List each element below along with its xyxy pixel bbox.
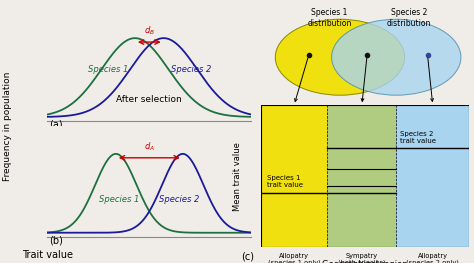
Text: Trait value: Trait value [22, 250, 73, 260]
Text: Allopatry
(species 1 only): Allopatry (species 1 only) [268, 253, 320, 263]
Text: Species 1
trait value: Species 1 trait value [267, 175, 303, 188]
Text: Species 1
distribution: Species 1 distribution [307, 8, 352, 28]
Text: $d_A$: $d_A$ [144, 140, 155, 153]
Bar [396, 105, 469, 247]
Text: Species 2
trait value: Species 2 trait value [401, 130, 437, 144]
Text: Species 1: Species 1 [88, 65, 128, 74]
Text: (b): (b) [49, 235, 63, 245]
Text: Allopatry
(species 2 only): Allopatry (species 2 only) [406, 253, 459, 263]
Text: Species 2: Species 2 [159, 195, 200, 204]
Text: (a): (a) [49, 119, 63, 129]
Text: Species 1: Species 1 [99, 195, 139, 204]
Text: (c): (c) [241, 251, 255, 261]
Text: Species 2: Species 2 [171, 65, 211, 74]
Bar [261, 105, 328, 247]
Text: Geographical region: Geographical region [322, 260, 408, 263]
Ellipse shape [275, 19, 405, 95]
Text: Frequency in population: Frequency in population [3, 72, 11, 181]
Text: $d_B$: $d_B$ [144, 25, 155, 37]
Text: Sympatry
(both species): Sympatry (both species) [338, 253, 386, 263]
Text: Species 2
distribution: Species 2 distribution [387, 8, 431, 28]
Text: After selection: After selection [117, 95, 182, 104]
Bar [328, 105, 396, 247]
Ellipse shape [332, 19, 461, 95]
Text: Mean trait value: Mean trait value [233, 142, 241, 211]
